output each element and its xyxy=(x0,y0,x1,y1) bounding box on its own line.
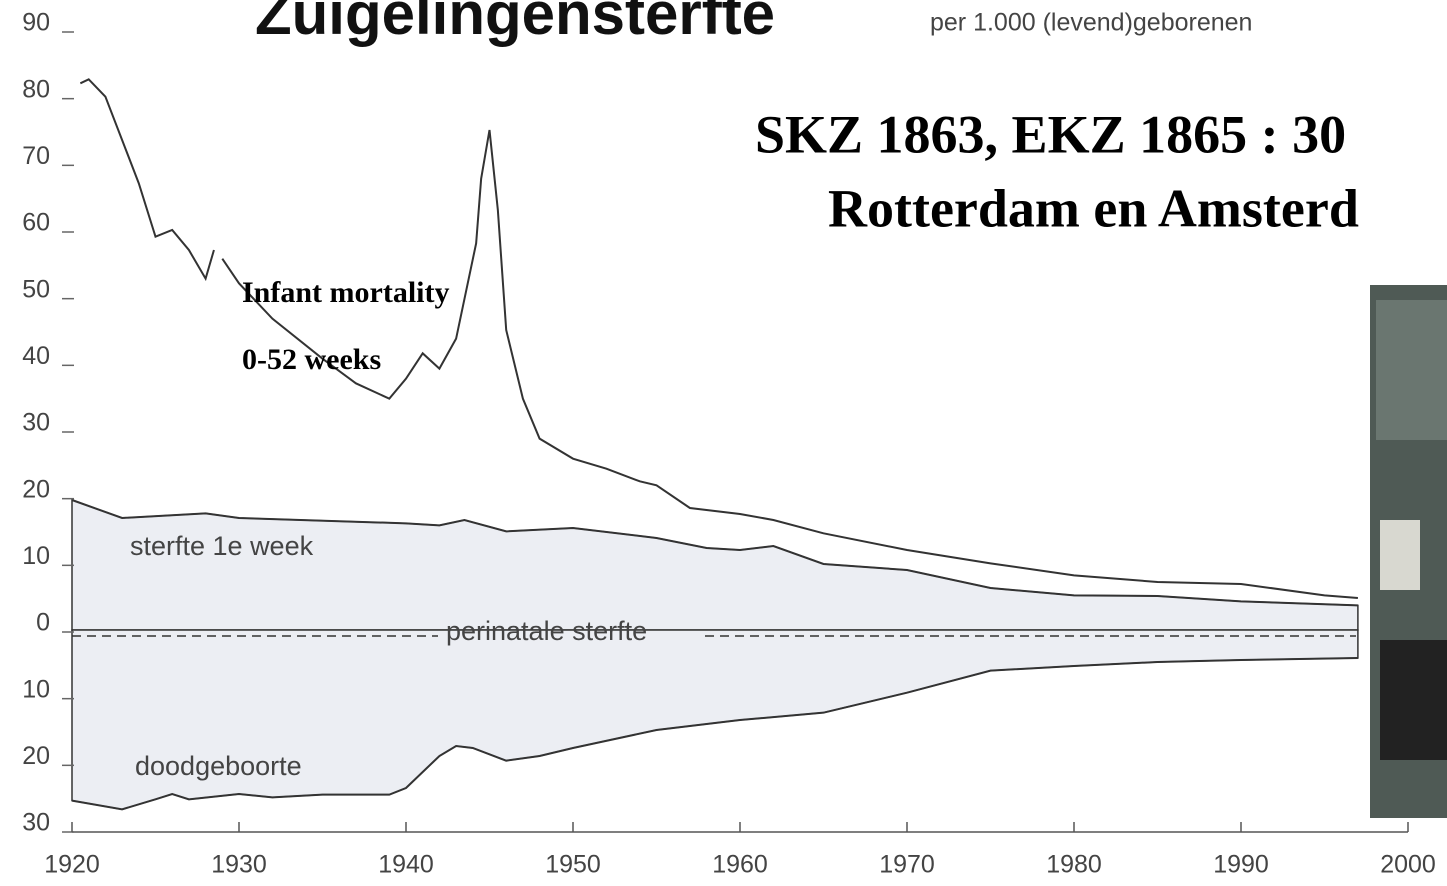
y-tick-label: 90 xyxy=(22,9,50,37)
annotation: 0-52 weeks xyxy=(242,343,381,376)
y-tick-label: 0 xyxy=(36,609,50,637)
x-tick-label: 1990 xyxy=(1213,851,1269,879)
area xyxy=(71,629,1359,811)
y-tick-label: 10 xyxy=(22,542,50,570)
y-tick-label: 30 xyxy=(22,409,50,437)
photo-detail xyxy=(1376,300,1447,440)
annotation: Infant mortality xyxy=(242,276,449,309)
overlay-text: Rotterdam en Amsterd xyxy=(828,178,1359,238)
y-tick-label: 50 xyxy=(22,275,50,303)
y-tick-label: 20 xyxy=(22,742,50,770)
photo-detail xyxy=(1380,520,1420,590)
series-label: sterfte 1e week xyxy=(130,531,314,561)
x-tick-label: 1960 xyxy=(712,851,768,879)
y-tick-label: 10 xyxy=(22,675,50,703)
x-tick-label: 2000 xyxy=(1380,851,1436,879)
x-tick-label: 1920 xyxy=(44,851,100,879)
y-tick-label: 20 xyxy=(22,475,50,503)
x-tick-label: 1930 xyxy=(211,851,267,879)
x-tick-label: 1970 xyxy=(879,851,935,879)
chart-subtitle: per 1.000 (levend)geborenen xyxy=(930,9,1252,37)
overlay-text: SKZ 1863, EKZ 1865 : 30 xyxy=(755,104,1346,164)
y-tick-label: 40 xyxy=(22,342,50,370)
y-tick-label: 30 xyxy=(22,809,50,837)
x-tick-label: 1950 xyxy=(545,851,601,879)
chart-title: Zuigelingensterfte xyxy=(255,0,775,47)
line xyxy=(71,657,1358,811)
y-tick-label: 70 xyxy=(22,142,50,170)
x-tick-label: 1940 xyxy=(378,851,434,879)
line xyxy=(79,78,1358,599)
line xyxy=(71,499,1358,607)
annotation: perinatale sterfte xyxy=(446,616,647,646)
y-tick-label: 60 xyxy=(22,209,50,237)
y-tick-label: 80 xyxy=(22,75,50,103)
plot xyxy=(71,78,1358,811)
x-tick-label: 1980 xyxy=(1046,851,1102,879)
photo-detail xyxy=(1380,640,1447,760)
series-label: doodgeboorte xyxy=(135,751,302,781)
